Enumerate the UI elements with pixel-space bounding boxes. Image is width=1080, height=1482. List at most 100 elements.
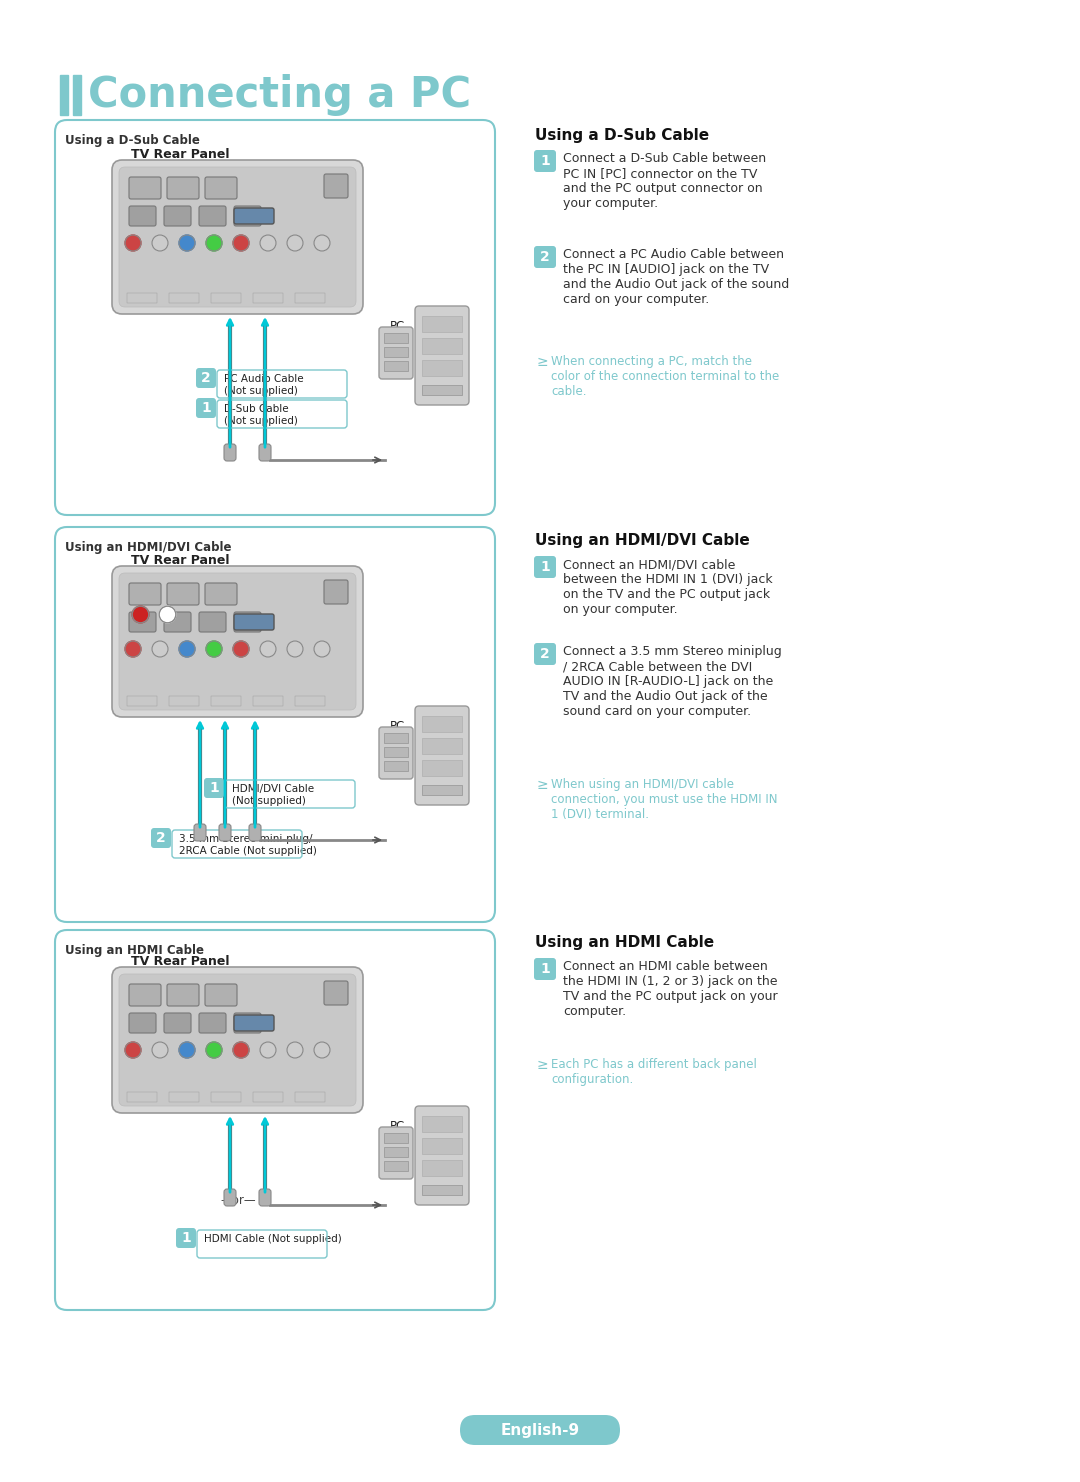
Bar [60,76,68,116]
FancyBboxPatch shape [324,981,348,1005]
Bar [73,76,81,116]
Text: HDMI Cable (Not supplied): HDMI Cable (Not supplied) [204,1235,341,1243]
Text: 1: 1 [201,402,211,415]
Text: PC: PC [390,720,405,734]
Circle shape [125,1042,141,1058]
Bar [384,734,408,742]
Bar [253,1092,283,1103]
Text: Connect a PC Audio Cable between
the PC IN [AUDIO] jack on the TV
and the Audio : Connect a PC Audio Cable between the PC … [563,247,789,305]
Circle shape [125,642,141,657]
Text: Connect an HDMI cable between
the HDMI IN (1, 2 or 3) jack on the
TV and the PC : Connect an HDMI cable between the HDMI I… [563,960,778,1018]
Text: —or—: —or— [220,1193,256,1206]
Bar [253,293,283,302]
FancyBboxPatch shape [460,1415,620,1445]
Bar [422,1186,462,1194]
FancyBboxPatch shape [234,612,261,631]
Text: When connecting a PC, match the
color of the connection terminal to the
cable.: When connecting a PC, match the color of… [551,356,780,399]
Text: D-Sub Cable
(Not supplied): D-Sub Cable (Not supplied) [224,405,298,425]
Text: 2: 2 [201,370,211,385]
Circle shape [260,236,276,250]
Text: PC: PC [390,320,405,333]
FancyBboxPatch shape [164,612,191,631]
FancyBboxPatch shape [534,246,556,268]
Bar [422,760,462,777]
Circle shape [125,236,141,250]
Bar [295,1092,325,1103]
FancyBboxPatch shape [164,1014,191,1033]
Text: 1: 1 [210,781,219,794]
Text: Connect a 3.5 mm Stereo miniplug
/ 2RCA Cable between the DVI
AUDIO IN [R-AUDIO-: Connect a 3.5 mm Stereo miniplug / 2RCA … [563,645,782,717]
Text: ≥: ≥ [537,1058,549,1071]
Circle shape [287,236,303,250]
FancyBboxPatch shape [195,368,216,388]
Bar [384,1160,408,1171]
Bar [295,293,325,302]
FancyBboxPatch shape [129,582,161,605]
Text: ≥: ≥ [537,778,549,791]
Text: TV Rear Panel: TV Rear Panel [131,954,229,968]
FancyBboxPatch shape [205,984,237,1006]
Bar [422,1138,462,1154]
Bar [168,697,199,705]
Text: HDMI/DVI Cable
(Not supplied): HDMI/DVI Cable (Not supplied) [232,784,314,806]
Text: When using an HDMI/DVI cable
connection, you must use the HDMI IN
1 (DVI) termin: When using an HDMI/DVI cable connection,… [551,778,778,821]
FancyBboxPatch shape [219,824,231,840]
Text: ≥: ≥ [537,356,549,369]
Bar [422,338,462,354]
Text: Using a D-Sub Cable: Using a D-Sub Cable [65,133,200,147]
Text: Each PC has a different back panel
configuration.: Each PC has a different back panel confi… [551,1058,757,1086]
FancyBboxPatch shape [167,984,199,1006]
Circle shape [152,642,168,657]
Bar [127,293,157,302]
Text: Connecting a PC: Connecting a PC [87,74,471,116]
FancyBboxPatch shape [234,1014,261,1033]
Bar [168,1092,199,1103]
Bar [384,1147,408,1157]
Circle shape [287,1042,303,1058]
Bar [168,293,199,302]
FancyBboxPatch shape [234,614,274,630]
Circle shape [152,236,168,250]
FancyBboxPatch shape [234,207,274,224]
FancyBboxPatch shape [534,556,556,578]
FancyBboxPatch shape [129,612,156,631]
FancyBboxPatch shape [199,206,226,225]
FancyBboxPatch shape [534,150,556,172]
FancyBboxPatch shape [234,206,261,225]
FancyBboxPatch shape [224,1189,237,1206]
Circle shape [206,1042,222,1058]
Text: 2: 2 [157,831,166,845]
FancyBboxPatch shape [534,643,556,665]
FancyBboxPatch shape [249,824,261,840]
Circle shape [233,1042,249,1058]
Bar [384,333,408,342]
FancyBboxPatch shape [415,305,469,405]
Text: 2: 2 [540,250,550,264]
Bar [384,760,408,771]
Bar [422,316,462,332]
Circle shape [179,642,195,657]
FancyBboxPatch shape [129,1014,156,1033]
Bar [422,385,462,396]
FancyBboxPatch shape [259,445,271,461]
FancyBboxPatch shape [234,1015,274,1031]
FancyBboxPatch shape [379,1126,413,1180]
Bar [422,738,462,754]
FancyBboxPatch shape [194,824,206,840]
Text: Connect an HDMI/DVI cable
between the HDMI IN 1 (DVI) jack
on the TV and the PC : Connect an HDMI/DVI cable between the HD… [563,559,772,617]
Bar [422,360,462,376]
Circle shape [260,642,276,657]
FancyBboxPatch shape [199,612,226,631]
FancyBboxPatch shape [151,828,171,848]
Text: Using an HDMI Cable: Using an HDMI Cable [535,935,714,950]
Circle shape [206,642,222,657]
Bar [127,697,157,705]
Text: Using a D-Sub Cable: Using a D-Sub Cable [535,127,710,142]
Text: 1: 1 [540,154,550,167]
Text: PC: PC [390,1120,405,1134]
Text: PC Audio Cable
(Not supplied): PC Audio Cable (Not supplied) [224,373,303,396]
Circle shape [314,642,330,657]
Bar [384,747,408,757]
Bar [127,1092,157,1103]
FancyBboxPatch shape [129,206,156,225]
